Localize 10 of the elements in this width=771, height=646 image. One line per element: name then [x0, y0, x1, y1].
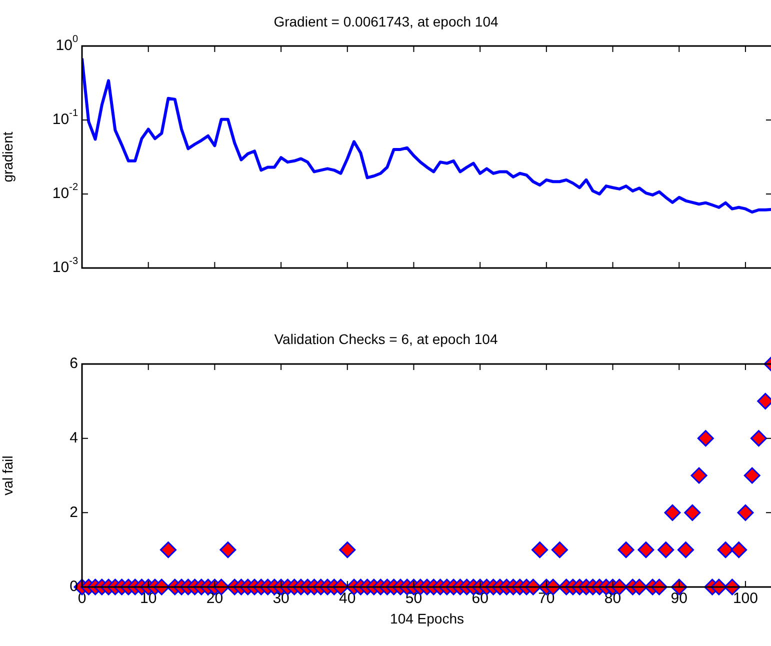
y-axis-title: val fail — [0, 456, 16, 496]
x-axis-title: 104 Epochs — [390, 610, 464, 626]
y-axis-title: gradient — [0, 132, 16, 182]
x-tick-label: 90 — [670, 590, 688, 608]
chart-title: Validation Checks = 6, at epoch 104 — [274, 330, 498, 347]
y-tick-label: 2 — [70, 504, 78, 521]
y-tick-label: 6 — [70, 355, 78, 372]
x-tick-label: 100 — [732, 590, 758, 608]
chart-title: Gradient = 0.0061743, at epoch 104 — [274, 13, 498, 30]
y-tick-label: 4 — [70, 429, 78, 446]
